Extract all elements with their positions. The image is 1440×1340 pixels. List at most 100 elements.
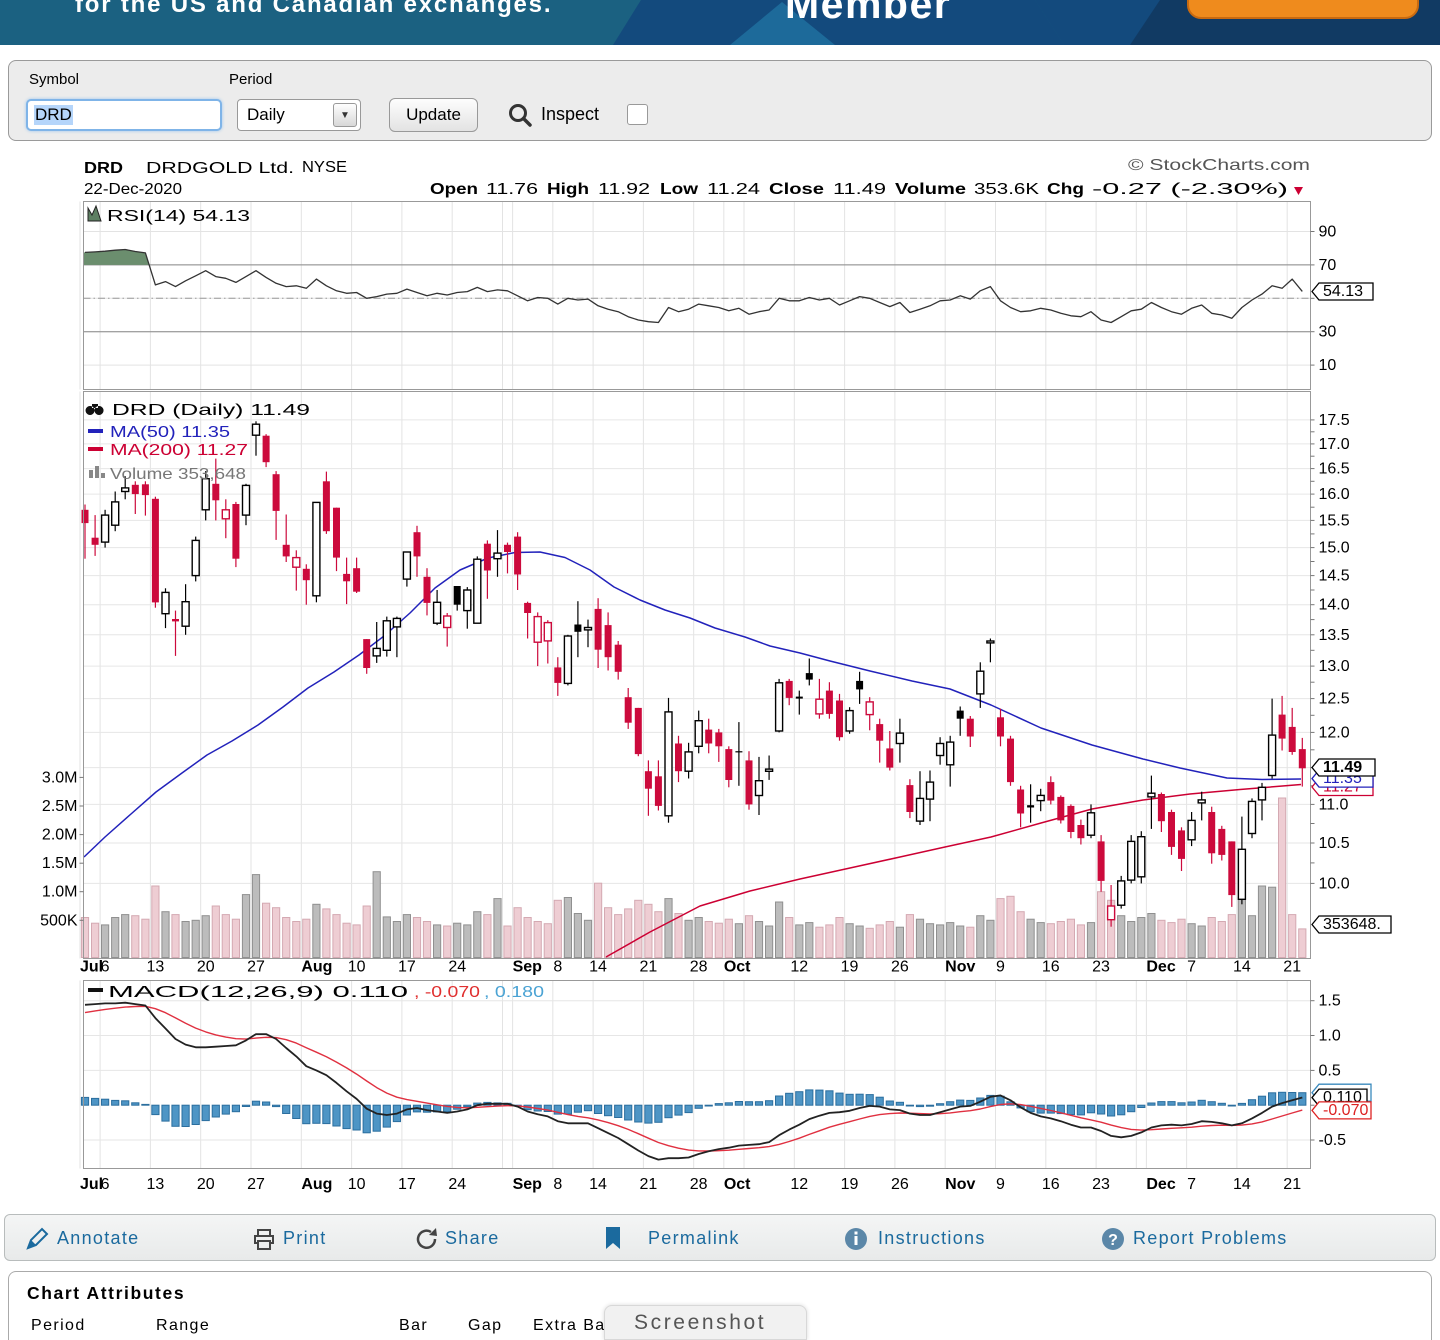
svg-text:14: 14 bbox=[1233, 959, 1251, 976]
svg-text:13.0: 13.0 bbox=[1319, 658, 1350, 675]
svg-text:16: 16 bbox=[1042, 959, 1060, 976]
svg-text:1.0: 1.0 bbox=[1319, 1028, 1341, 1045]
svg-text:21: 21 bbox=[639, 1176, 657, 1193]
svg-text:Chg: Chg bbox=[1047, 181, 1084, 198]
svg-text:27: 27 bbox=[247, 959, 265, 976]
svg-text:2.5M: 2.5M bbox=[42, 798, 78, 815]
svg-text:7: 7 bbox=[1187, 1176, 1196, 1193]
svg-text:23: 23 bbox=[1092, 1176, 1110, 1193]
svg-text:16.5: 16.5 bbox=[1319, 461, 1350, 478]
svg-text:26: 26 bbox=[891, 1176, 909, 1193]
svg-text:MA(50) 11.35: MA(50) 11.35 bbox=[110, 424, 230, 441]
svg-text:-0.070: -0.070 bbox=[1323, 1102, 1368, 1119]
svg-text:12: 12 bbox=[790, 1176, 808, 1193]
svg-text:1.0M: 1.0M bbox=[42, 884, 78, 901]
svg-text:14: 14 bbox=[1233, 1176, 1251, 1193]
svg-text:11.76: 11.76 bbox=[486, 181, 538, 198]
svg-text:DRD: DRD bbox=[84, 160, 123, 177]
svg-text:Sep: Sep bbox=[513, 959, 543, 976]
svg-text:, -0.070: , -0.070 bbox=[414, 984, 480, 1001]
svg-text:17.5: 17.5 bbox=[1319, 412, 1350, 429]
svg-text:8: 8 bbox=[553, 1176, 562, 1193]
svg-text:Dec: Dec bbox=[1146, 959, 1175, 976]
svg-text:Volume 353,648: Volume 353,648 bbox=[110, 466, 246, 483]
svg-text:Volume: Volume bbox=[895, 181, 966, 198]
svg-text:17.0: 17.0 bbox=[1319, 436, 1350, 453]
svg-text:21: 21 bbox=[1283, 959, 1301, 976]
svg-text:10.0: 10.0 bbox=[1319, 875, 1350, 892]
svg-text:16.0: 16.0 bbox=[1319, 486, 1350, 503]
svg-text:Low: Low bbox=[660, 181, 699, 198]
svg-text:Aug: Aug bbox=[301, 959, 332, 976]
svg-text:12: 12 bbox=[790, 959, 808, 976]
svg-text:21: 21 bbox=[639, 959, 657, 976]
svg-text:NYSE: NYSE bbox=[302, 159, 347, 176]
svg-text:1.5: 1.5 bbox=[1319, 993, 1341, 1010]
svg-text:28: 28 bbox=[690, 959, 708, 976]
svg-text:13: 13 bbox=[147, 1176, 165, 1193]
svg-text:9: 9 bbox=[996, 959, 1005, 976]
svg-text:© StockCharts.com: © StockCharts.com bbox=[1128, 157, 1310, 174]
svg-text:High: High bbox=[547, 181, 589, 198]
svg-text:6: 6 bbox=[101, 1176, 110, 1193]
svg-text:11.24: 11.24 bbox=[707, 181, 760, 198]
svg-text:-0.27 (-2.30%): -0.27 (-2.30%) bbox=[1092, 181, 1288, 198]
svg-text:RSI(14) 54.13: RSI(14) 54.13 bbox=[107, 208, 250, 225]
svg-text:16: 16 bbox=[1042, 1176, 1060, 1193]
svg-text:-0.5: -0.5 bbox=[1319, 1132, 1347, 1149]
svg-text:6: 6 bbox=[101, 959, 110, 976]
svg-text:?: ? bbox=[1108, 1232, 1118, 1249]
svg-text:DRDGOLD Ltd.: DRDGOLD Ltd. bbox=[146, 160, 294, 177]
svg-text:Oct: Oct bbox=[724, 959, 751, 976]
svg-text:Nov: Nov bbox=[945, 959, 975, 976]
svg-text:DRD (Daily) 11.49: DRD (Daily) 11.49 bbox=[112, 402, 310, 419]
svg-text:15.0: 15.0 bbox=[1319, 540, 1350, 557]
svg-text:20: 20 bbox=[197, 1176, 215, 1193]
svg-text:26: 26 bbox=[891, 959, 909, 976]
svg-text:54.13: 54.13 bbox=[1323, 283, 1363, 300]
svg-text:353648.: 353648. bbox=[1323, 916, 1381, 933]
svg-text:8: 8 bbox=[553, 959, 562, 976]
svg-text:353.6K: 353.6K bbox=[974, 181, 1039, 198]
svg-text:12.0: 12.0 bbox=[1319, 724, 1350, 741]
svg-text:Aug: Aug bbox=[301, 1176, 332, 1193]
svg-text:10: 10 bbox=[1319, 357, 1337, 374]
svg-text:500K: 500K bbox=[40, 912, 78, 929]
svg-text:11.49: 11.49 bbox=[1323, 759, 1362, 776]
svg-text:14: 14 bbox=[589, 959, 607, 976]
svg-text:19: 19 bbox=[841, 959, 859, 976]
svg-text:17: 17 bbox=[398, 1176, 416, 1193]
svg-text:13: 13 bbox=[147, 959, 165, 976]
svg-text:11.92: 11.92 bbox=[598, 181, 650, 198]
svg-text:11.0: 11.0 bbox=[1319, 796, 1349, 813]
svg-text:0.5: 0.5 bbox=[1319, 1062, 1341, 1079]
svg-text:2.0M: 2.0M bbox=[42, 827, 78, 844]
svg-text:24: 24 bbox=[448, 959, 466, 976]
svg-text:22-Dec-2020: 22-Dec-2020 bbox=[84, 181, 182, 198]
svg-text:Oct: Oct bbox=[724, 1176, 751, 1193]
svg-text:19: 19 bbox=[841, 1176, 859, 1193]
svg-text:Nov: Nov bbox=[945, 1176, 975, 1193]
svg-text:21: 21 bbox=[1283, 1176, 1301, 1193]
svg-text:90: 90 bbox=[1319, 224, 1337, 241]
svg-text:17: 17 bbox=[398, 959, 416, 976]
svg-text:Dec: Dec bbox=[1146, 1176, 1175, 1193]
svg-text:12.5: 12.5 bbox=[1319, 691, 1350, 708]
svg-text:13.5: 13.5 bbox=[1319, 627, 1350, 644]
svg-text:MACD(12,26,9) 0.110: MACD(12,26,9) 0.110 bbox=[108, 984, 408, 1001]
svg-text:15.5: 15.5 bbox=[1319, 512, 1350, 529]
svg-text:23: 23 bbox=[1092, 959, 1110, 976]
svg-text:10: 10 bbox=[348, 1176, 366, 1193]
svg-text:14.5: 14.5 bbox=[1319, 568, 1350, 585]
svg-text:7: 7 bbox=[1187, 959, 1196, 976]
svg-text:11.49: 11.49 bbox=[833, 181, 886, 198]
svg-text:10.5: 10.5 bbox=[1319, 835, 1350, 852]
svg-text:28: 28 bbox=[690, 1176, 708, 1193]
svg-text:27: 27 bbox=[247, 1176, 265, 1193]
svg-text:Close: Close bbox=[769, 181, 824, 198]
svg-text:Jul: Jul bbox=[80, 1176, 103, 1193]
svg-text:10: 10 bbox=[348, 959, 366, 976]
svg-text:14: 14 bbox=[589, 1176, 607, 1193]
svg-text:Jul: Jul bbox=[80, 959, 103, 976]
svg-text:20: 20 bbox=[197, 959, 215, 976]
